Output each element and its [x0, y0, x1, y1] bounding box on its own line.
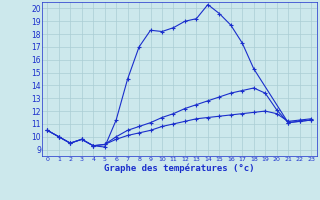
X-axis label: Graphe des températures (°c): Graphe des températures (°c) [104, 163, 254, 173]
